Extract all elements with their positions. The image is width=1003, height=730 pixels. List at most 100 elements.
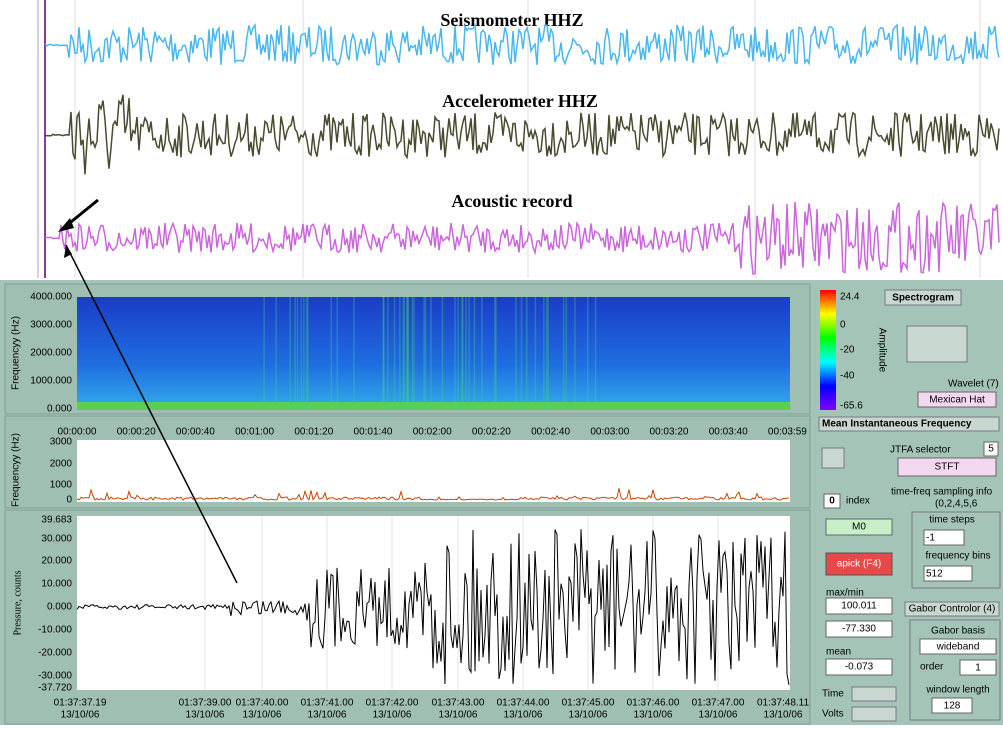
spectrogram-streak (307, 297, 309, 410)
spectrogram-streak (457, 297, 459, 410)
label: mean (826, 647, 851, 658)
label: Time (822, 689, 844, 700)
spectrogram-streak (423, 297, 425, 410)
spectrogram-streak (546, 297, 548, 410)
colorbar-tick-label: -20 (840, 345, 855, 356)
y-tick-label: 20.000 (41, 556, 72, 567)
y-tick-label: 1000 (50, 480, 73, 491)
spectrogram-streak (442, 297, 444, 410)
x-tick-label: 13/10/06 (439, 710, 478, 721)
spectrogram-title: Spectrogram (892, 293, 954, 304)
freq-plot (77, 440, 790, 502)
x-tick-label: 00:00:20 (117, 427, 156, 438)
label: index (846, 496, 870, 507)
y-axis-label: Frequencyy (Hz) (11, 316, 22, 390)
y-tick-label: 0 (66, 495, 72, 506)
zoom[interactable] (822, 448, 844, 468)
button-label: apick (F4) (837, 559, 881, 570)
spectrogram-streak (474, 297, 476, 410)
label: Seismometer HHZ (440, 10, 583, 30)
spectrogram-streak (387, 297, 389, 410)
value: M0 (852, 522, 866, 533)
x-tick-label: 13/10/06 (61, 710, 100, 721)
label: frequency bins (925, 551, 990, 562)
spectrogram-streak (382, 297, 384, 410)
label: JTFA selector (890, 445, 951, 456)
mean-freq-title: Mean Instantaneous Frequency (822, 419, 972, 430)
spectrogram-streak (263, 297, 265, 410)
x-tick-label: 01:37:44.00 (497, 698, 550, 709)
x-tick-label: 00:03:20 (650, 427, 689, 438)
spectrogram-streak (563, 297, 565, 410)
y-tick-label: -10.000 (38, 625, 72, 636)
x-tick-label: 00:01:00 (235, 427, 274, 438)
spectrogram-streak (574, 297, 576, 410)
x-tick-label: 13/10/06 (243, 710, 282, 721)
spectrogram-streak (465, 297, 467, 410)
x-tick-label: 00:01:40 (354, 427, 393, 438)
x-tick-label: 01:37:42.00 (366, 698, 419, 709)
y-tick-label: 2000.000 (30, 348, 72, 359)
spectrogram-streak (521, 297, 523, 410)
value: STFT (935, 462, 960, 473)
spectrogram-streak (587, 297, 589, 410)
spectrogram-streak (303, 297, 305, 410)
value: wideband (936, 642, 980, 653)
label: window length (925, 685, 989, 696)
y-tick-label: 0.000 (47, 602, 72, 613)
x-tick-label: 13/10/06 (634, 710, 673, 721)
format-button[interactable] (852, 707, 896, 721)
label: max/min (826, 588, 864, 599)
spectrogram-streak (454, 297, 456, 410)
spectrogram-streak (300, 297, 302, 410)
x-tick-label: 00:03:59 (768, 427, 807, 438)
colorbar-tick-label: -40 (840, 371, 855, 382)
label: time-freq sampling info (891, 487, 993, 498)
x-tick-label: 00:03:40 (709, 427, 748, 438)
x-tick-label: 13/10/06 (764, 710, 803, 721)
x-tick-label: 01:37:37.19 (54, 698, 107, 709)
x-tick-label: 00:03:00 (590, 427, 629, 438)
x-tick-label: 01:37:45.00 (562, 698, 615, 709)
y-tick-label: 0.000 (47, 404, 72, 415)
value: -0.073 (845, 662, 874, 673)
spectrogram-streak (430, 297, 432, 410)
spectrogram-streak (461, 297, 463, 410)
x-tick-label: 00:01:20 (294, 427, 333, 438)
x-tick-label: 13/10/06 (504, 710, 543, 721)
spectrogram-streak (413, 297, 415, 410)
colorbar-tick-label: -65.6 (840, 401, 863, 412)
tool-palette[interactable] (907, 326, 967, 362)
x-tick-label: 01:37:48.11 (757, 698, 810, 709)
screen: Seismometer HHZ Accelerometer HHZ Acoust… (0, 0, 1003, 725)
value: 1 (975, 663, 981, 674)
y-tick-label: 1000.000 (30, 376, 72, 387)
y-tick-label: 2000 (50, 459, 73, 470)
x-tick-label: 01:37:41.00 (301, 698, 354, 709)
x-tick-label: 13/10/06 (308, 710, 347, 721)
spectrogram-streak (399, 297, 401, 410)
spectrogram-streak (468, 297, 470, 410)
label: order (920, 662, 944, 673)
x-tick-label: 01:37:43.00 (432, 698, 485, 709)
spectrogram-streak (535, 297, 537, 410)
label: Wavelet (7) (948, 379, 999, 390)
x-tick-label: 00:00:40 (176, 427, 215, 438)
label: Gabor basis (931, 626, 985, 637)
spectrogram-band (77, 402, 790, 410)
y-tick-label: 3000 (50, 437, 73, 448)
colorbar-tick-label: 0 (840, 320, 846, 331)
y-tick-label: -30.000 (38, 671, 72, 682)
x-tick-label: 13/10/06 (699, 710, 738, 721)
label: Gabor Controlor (4) (909, 604, 996, 615)
y-axis-label: Frequencyy (Hz) (11, 433, 22, 507)
y-tick-label: -20.000 (38, 648, 72, 659)
spectrogram-streak (403, 297, 405, 410)
value: -77.330 (842, 624, 876, 635)
value: 0 (829, 496, 835, 507)
x-tick-label: 13/10/06 (373, 710, 412, 721)
spectrogram-streak (566, 297, 568, 410)
format-button[interactable] (852, 687, 896, 701)
y-tick-label: 10.000 (41, 579, 72, 590)
y-tick-label: 4000.000 (30, 292, 72, 303)
